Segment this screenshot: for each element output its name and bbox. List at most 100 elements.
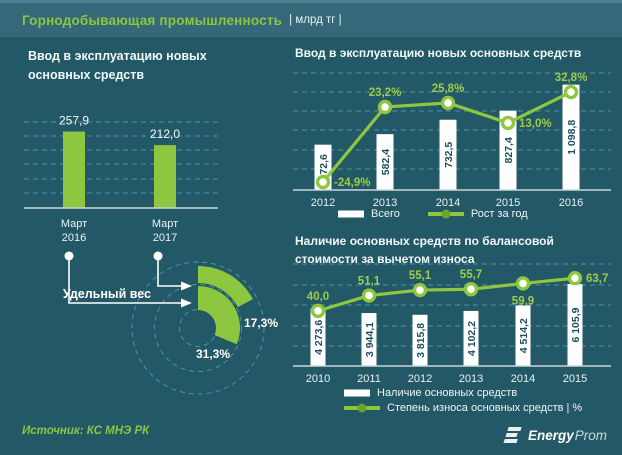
left-chart-title: Ввод в эксплуатацию новых основных средс… <box>28 49 207 82</box>
bar-value-label: 582,4 <box>380 149 392 175</box>
line-marker <box>377 99 393 115</box>
bar <box>310 308 326 366</box>
weight-title: Удельный вес <box>63 287 151 301</box>
top-right-chart-title: Ввод в эксплуатацию новых основных средс… <box>295 46 582 60</box>
category-label: 2010 <box>306 373 330 385</box>
bar <box>154 145 176 208</box>
bar-value-label: 3 944,1 <box>364 322 376 357</box>
line-marker <box>463 282 479 297</box>
line-swatch-icon <box>344 403 380 413</box>
category-label: Март <box>61 218 87 230</box>
line-value-label: 40,0 <box>307 291 329 303</box>
category-label: 2016 <box>559 197 583 209</box>
connector-dot-2017 <box>153 251 163 261</box>
top-right-legend: Всего Рост за год <box>338 208 528 220</box>
legend-item-growth: Рост за год <box>427 208 528 220</box>
bar <box>567 284 583 366</box>
line-value-label: 51,1 <box>358 276 381 288</box>
bar <box>376 134 394 190</box>
category-label: 2012 <box>311 197 335 209</box>
legend-item-wear: Степень износа основных средств | % <box>344 402 582 414</box>
category-label: 2014 <box>511 373 535 385</box>
bar-value-label: 6 105,9 <box>570 307 582 342</box>
bar-swatch-icon <box>338 210 364 218</box>
line-marker <box>500 115 516 131</box>
connector-dot-2016 <box>64 251 74 261</box>
outer-arc-segment <box>198 266 253 308</box>
line-value-label: 55,7 <box>460 269 482 281</box>
unit-label: | млрд тг | <box>289 14 342 26</box>
line-marker <box>440 95 456 111</box>
line-marker <box>361 288 377 303</box>
header: Горнодобывающая промышленность | млрд тг… <box>0 0 622 37</box>
category-label: 2011 <box>357 373 381 385</box>
logo-text-bold: Energy <box>528 427 574 443</box>
line-marker <box>310 303 326 319</box>
category-label: 2014 <box>436 197 460 209</box>
bar <box>463 310 479 366</box>
bar <box>562 84 580 190</box>
guide-circle <box>131 261 265 395</box>
line-value-label: 55,1 <box>409 270 432 282</box>
page-title: Горнодобывающая промышленность <box>22 12 283 28</box>
line-value-label: 23,2% <box>369 87 402 99</box>
category-label: 2016 <box>62 232 86 244</box>
bar-value-label: 827,4 <box>503 137 515 163</box>
line-marker <box>315 174 331 190</box>
connector-line-2016 <box>68 260 181 304</box>
bar-value-label: 3 815,8 <box>415 323 427 358</box>
arrowhead-icon <box>181 298 192 308</box>
line-marker <box>412 282 428 298</box>
bar <box>361 313 377 366</box>
growth-line <box>317 276 576 313</box>
connector-line-2017 <box>157 260 181 287</box>
outer-arc-label: 17,3% <box>244 316 278 330</box>
logo-text-light: Prom <box>574 427 608 443</box>
bar-value-label: 4 273,6 <box>313 320 325 355</box>
legend-item-total: Всего <box>338 208 400 220</box>
line-value-label: 32,8% <box>555 72 588 84</box>
bar <box>412 314 428 366</box>
category-label: 2015 <box>563 373 587 385</box>
energyprom-logo: EnergyProm <box>503 426 607 445</box>
top-right-combo-chart: 472,6 2012 582,4 2013 732,5 2014 827,4 2015 1 09… <box>293 72 611 209</box>
inner-arc-label: 31,3% <box>196 347 230 361</box>
category-label: 2012 <box>408 373 432 385</box>
line-marker <box>563 84 579 100</box>
bottom-right-chart-title: Наличие основных средств по балансовой с… <box>295 234 554 266</box>
bar <box>499 110 517 190</box>
energyprom-icon <box>503 427 522 443</box>
category-label: 2015 <box>496 197 520 209</box>
bar <box>439 119 457 190</box>
arrowhead-icon <box>181 281 192 291</box>
bar-value-label: 4 514,2 <box>518 318 530 353</box>
bar <box>63 131 85 208</box>
left-bar-chart: 257,9 Март 2016 212,0 Март 2017 <box>24 114 218 244</box>
bar-value-label: 4 102,2 <box>466 321 478 356</box>
legend-label: Всего <box>371 208 400 220</box>
inner-arc-segment <box>198 286 240 345</box>
guide-circle <box>154 284 242 372</box>
bar-value-label: 472,6 <box>318 154 330 180</box>
bar-value-label: 212,0 <box>150 127 180 141</box>
bar <box>515 305 531 366</box>
bottom-right-combo-chart: 4 273,6 2010 3 944,1 2011 3 815,8 2012 4 102,2… <box>293 263 611 385</box>
bar-swatch-icon <box>344 389 370 397</box>
line-marker <box>515 276 531 291</box>
weight-donut-chart: Удельный вес 17,3% 31,3% <box>63 251 278 395</box>
legend-label: Рост за год <box>470 208 528 220</box>
bar-value-label: 1 098,8 <box>566 120 578 155</box>
legend-label: Степень износа основных средств | % <box>387 402 583 414</box>
category-label: 2013 <box>373 197 397 209</box>
source-note: Источник: КС МНЭ РК <box>22 425 150 437</box>
category-label: Март <box>152 218 178 230</box>
line-value-label: 13,0% <box>519 118 552 130</box>
category-label: 2013 <box>459 373 483 385</box>
line-swatch-icon <box>427 209 464 219</box>
line-value-label: -24,9% <box>334 177 370 189</box>
legend-label: Наличие основных средств <box>377 387 518 399</box>
bottom-right-legend: Наличие основных средств Степень износа … <box>344 387 582 414</box>
line-value-label: 25,8% <box>432 83 465 95</box>
category-label: 2017 <box>153 232 177 244</box>
